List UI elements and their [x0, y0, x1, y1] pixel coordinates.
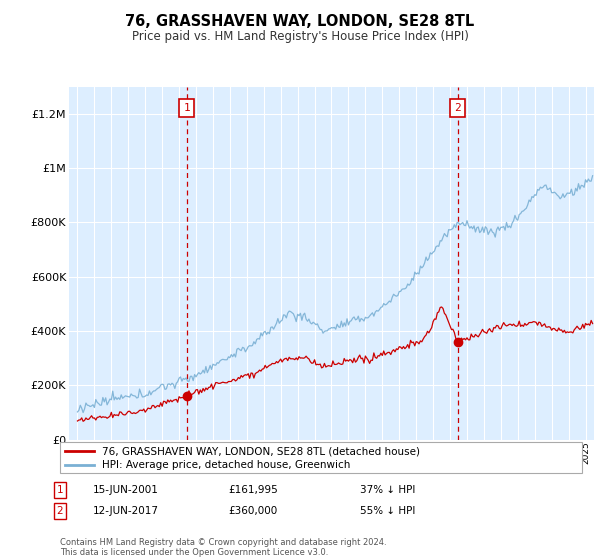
- Text: 1: 1: [184, 103, 190, 113]
- Text: 37% ↓ HPI: 37% ↓ HPI: [360, 485, 415, 495]
- Text: 1: 1: [56, 485, 64, 495]
- Text: Price paid vs. HM Land Registry's House Price Index (HPI): Price paid vs. HM Land Registry's House …: [131, 30, 469, 43]
- Text: 2: 2: [454, 103, 461, 113]
- Text: 12-JUN-2017: 12-JUN-2017: [93, 506, 159, 516]
- Text: HPI: Average price, detached house, Greenwich: HPI: Average price, detached house, Gree…: [102, 460, 350, 470]
- Text: 76, GRASSHAVEN WAY, LONDON, SE28 8TL (detached house): 76, GRASSHAVEN WAY, LONDON, SE28 8TL (de…: [102, 446, 420, 456]
- Text: Contains HM Land Registry data © Crown copyright and database right 2024.
This d: Contains HM Land Registry data © Crown c…: [60, 538, 386, 557]
- Text: 55% ↓ HPI: 55% ↓ HPI: [360, 506, 415, 516]
- Text: 76, GRASSHAVEN WAY, LONDON, SE28 8TL: 76, GRASSHAVEN WAY, LONDON, SE28 8TL: [125, 14, 475, 29]
- Text: 2: 2: [56, 506, 64, 516]
- Text: 15-JUN-2001: 15-JUN-2001: [93, 485, 159, 495]
- Text: £360,000: £360,000: [228, 506, 277, 516]
- FancyBboxPatch shape: [60, 442, 582, 473]
- Text: £161,995: £161,995: [228, 485, 278, 495]
